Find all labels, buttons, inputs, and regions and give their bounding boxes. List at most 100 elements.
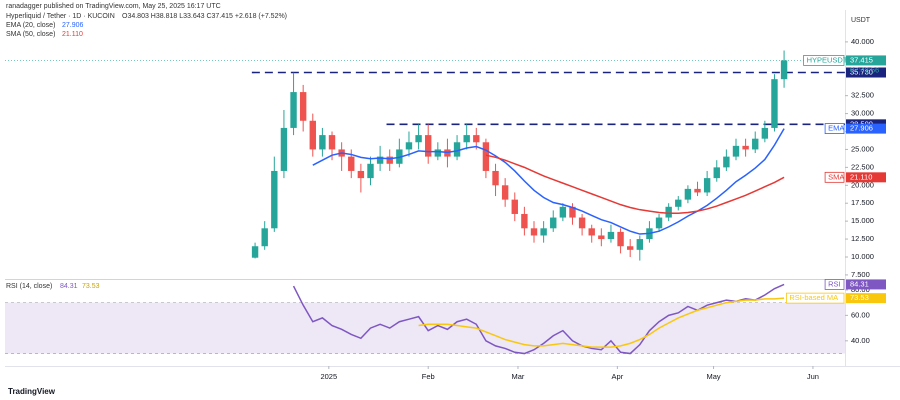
ema-legend: EMA (20, close) xyxy=(6,22,55,29)
tag-value-box xyxy=(846,172,886,183)
tag-label: RSI-based MA xyxy=(789,293,838,302)
y-tick-label: 60.00 xyxy=(851,310,870,319)
candle-body xyxy=(328,135,336,150)
candle-body xyxy=(376,156,384,164)
tag-value: 21.110 xyxy=(850,172,872,181)
candle-body xyxy=(453,142,461,157)
candle-body xyxy=(703,178,711,193)
x-tick-label: Mar xyxy=(512,372,525,381)
candle-body xyxy=(299,92,307,121)
candle-body xyxy=(713,167,720,179)
candle-body xyxy=(665,206,672,218)
x-tick-label: Jun xyxy=(807,372,819,381)
candle-body xyxy=(732,145,740,157)
candle-body xyxy=(463,135,470,143)
symbol: Hyperliquid / Tether · 1D · KUCOIN xyxy=(6,13,115,20)
rsi-ma-legend-value: 73.53 xyxy=(82,283,100,290)
sma-legend-value: 21.110 xyxy=(62,31,83,38)
candle-body xyxy=(348,156,355,171)
x-tick-label: May xyxy=(706,372,720,381)
tag-value-box xyxy=(846,55,886,66)
level-tag xyxy=(846,67,886,78)
tag-value: 27.906 xyxy=(850,124,873,133)
rsi-legend: RSI (14, close) xyxy=(6,283,52,290)
candle-body xyxy=(559,206,567,218)
sma-legend: SMA (50, close) xyxy=(6,31,55,38)
candle-body xyxy=(780,60,788,80)
tag-value-box xyxy=(846,293,886,304)
candle-body xyxy=(550,217,557,229)
candle-body xyxy=(501,185,509,200)
y-tick-label: 12.500 xyxy=(851,234,874,243)
candle-body xyxy=(492,170,499,186)
candle-body xyxy=(569,206,576,218)
candle-body xyxy=(473,135,480,143)
tag-label: RSI xyxy=(828,279,841,288)
rsi-band xyxy=(5,302,845,354)
level-tag-label: 35.730 xyxy=(850,67,873,76)
tag-value: 84.31 xyxy=(850,279,869,288)
candle-body xyxy=(655,217,663,229)
y-tick-label: 15.000 xyxy=(851,216,874,225)
candle-body xyxy=(280,127,288,171)
series-line xyxy=(418,297,785,348)
candle-body xyxy=(761,127,769,139)
y-tick-label: 7.500 xyxy=(851,270,870,279)
tag-value-box xyxy=(846,279,886,290)
candle-body xyxy=(425,135,432,157)
candle-body xyxy=(636,239,644,250)
candle-body xyxy=(540,228,547,236)
x-tick-label: Apr xyxy=(612,372,624,381)
candle-body xyxy=(578,217,586,229)
footer-logo: TradingView xyxy=(8,387,56,396)
candle-body xyxy=(271,170,278,229)
x-tick-label: Feb xyxy=(422,372,435,381)
y-tick-label: 30.000 xyxy=(851,109,874,118)
candle-body xyxy=(309,120,316,150)
tag-label-box xyxy=(803,55,845,66)
ohlc: O34.803 H38.818 L33.643 C37.415 +2.618 (… xyxy=(122,13,287,20)
tag-label: SMA xyxy=(828,172,844,181)
candle-body xyxy=(684,188,692,200)
y-tick-label: 17.500 xyxy=(851,198,874,207)
candle-body xyxy=(386,156,393,164)
candle-body xyxy=(675,199,682,207)
tag-label: EMA xyxy=(828,124,844,133)
candle-body xyxy=(511,199,518,214)
ema-legend-value: 27.906 xyxy=(62,22,84,29)
candle-body xyxy=(482,142,490,171)
countdown: 07:42:56 xyxy=(850,65,879,74)
y-tick-label: 32.500 xyxy=(851,91,874,100)
currency: USDT xyxy=(851,17,871,24)
tag-label-box xyxy=(824,123,845,135)
candle-body xyxy=(405,142,413,150)
candle-body xyxy=(626,246,634,250)
y-tick-label: 40.00 xyxy=(851,336,870,345)
candle-body xyxy=(771,79,778,128)
tag-value: 37.415 xyxy=(850,55,873,64)
tag-value-box xyxy=(846,123,886,134)
candle-body xyxy=(694,188,701,193)
candle-body xyxy=(521,213,528,229)
tag-label-box xyxy=(824,171,845,183)
candle-body xyxy=(723,156,730,168)
candle-body xyxy=(617,231,624,247)
candle-body xyxy=(530,228,538,236)
candle-body xyxy=(319,135,326,150)
y-tick-label: 10.000 xyxy=(851,252,874,261)
tag-label-box xyxy=(824,279,845,290)
series-line xyxy=(312,128,785,235)
candle-body xyxy=(357,170,365,179)
candle-body xyxy=(588,228,595,236)
candle-body xyxy=(290,92,297,128)
tag-label: HYPEUSDT xyxy=(807,55,848,64)
publisher: ranadagger published on TradingView.com,… xyxy=(6,3,221,10)
candle-body xyxy=(261,228,268,247)
x-tick-label: 2025 xyxy=(320,372,337,381)
tag-value: 73.53 xyxy=(850,293,869,302)
candle-body xyxy=(752,138,759,150)
candle-body xyxy=(415,135,422,143)
candle-body xyxy=(367,163,374,179)
candle-body xyxy=(251,246,259,258)
